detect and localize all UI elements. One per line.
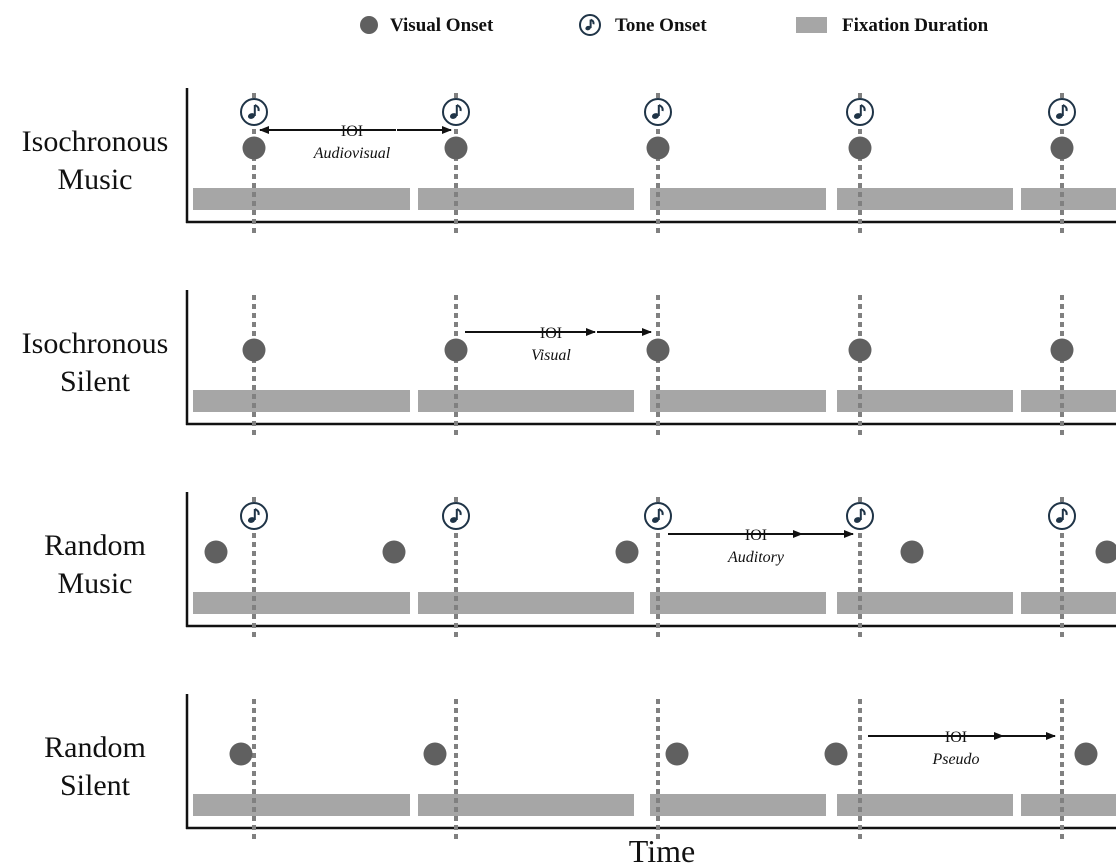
visual-onset-dot: [204, 540, 228, 564]
visual-onset-dot: [444, 338, 468, 362]
visual-onset-dot: [1095, 540, 1116, 564]
music-note-icon: [1048, 502, 1076, 530]
gray-bar-icon: [796, 17, 827, 33]
fixation-duration-bar: [650, 592, 826, 614]
music-note-icon: [644, 502, 672, 530]
visual-onset-dot: [665, 742, 689, 766]
visual-onset-dot: [242, 136, 266, 160]
filled-circle-icon: [360, 16, 378, 34]
fixation-duration-bar: [418, 390, 634, 412]
legend-label: Fixation Duration: [842, 15, 989, 36]
music-note-icon: [240, 502, 268, 530]
ioi-label: IOI: [341, 123, 363, 140]
music-note-icon: [240, 98, 268, 126]
visual-onset-dot: [444, 136, 468, 160]
condition-panels: IsochronousMusicIOIAudiovisualIsochronou…: [22, 88, 1116, 840]
music-note-icon: [846, 502, 874, 530]
visual-onset-dot: [848, 136, 872, 160]
visual-onset-dot: [1050, 338, 1074, 362]
row-label-line1: Isochronous: [22, 125, 169, 158]
fixation-duration-bar: [837, 188, 1013, 210]
fixation-duration-bar: [1021, 188, 1116, 210]
fixation-duration-bar: [193, 188, 410, 210]
legend-item-visual-onset: Visual Onset: [360, 15, 494, 36]
visual-onset-dot: [646, 136, 670, 160]
fixation-duration-bar: [837, 390, 1013, 412]
visual-onset-dot: [382, 540, 406, 564]
visual-onset-dot: [423, 742, 447, 766]
visual-onset-dot: [242, 338, 266, 362]
music-note-icon: [644, 98, 672, 126]
row-label-line2: Silent: [60, 365, 131, 398]
music-note-icon: [442, 502, 470, 530]
fixation-duration-bar: [418, 794, 634, 816]
music-note-icon: [579, 14, 601, 36]
fixation-duration-bar: [193, 592, 410, 614]
row-label-line1: Isochronous: [22, 327, 169, 360]
ioi-type-label: Visual: [531, 347, 571, 364]
x-axis-title: Time: [629, 833, 695, 865]
music-note-icon: [442, 98, 470, 126]
visual-onset-dot: [229, 742, 253, 766]
fixation-duration-bar: [837, 794, 1013, 816]
fixation-duration-bar: [193, 390, 410, 412]
legend-label: Tone Onset: [615, 15, 707, 36]
ioi-type-label: Audiovisual: [313, 145, 391, 162]
row-label-line2: Music: [58, 163, 133, 196]
ioi-label: IOI: [540, 325, 562, 342]
row-label-line1: Random: [44, 529, 146, 562]
fixation-duration-bar: [1021, 390, 1116, 412]
row-label-line2: Silent: [60, 769, 131, 802]
ioi-type-label: Auditory: [727, 549, 785, 566]
fixation-duration-bar: [837, 592, 1013, 614]
fixation-duration-bar: [193, 794, 410, 816]
music-note-icon: [1048, 98, 1076, 126]
fixation-duration-bar: [418, 188, 634, 210]
music-note-icon: [846, 98, 874, 126]
condition-panel: Isochronous Silent IOI Visual: [22, 290, 1116, 436]
visual-onset-dot: [824, 742, 848, 766]
visual-onset-dot: [900, 540, 924, 564]
ioi-type-label: Pseudo: [931, 751, 979, 768]
fixation-duration-bar: [650, 188, 826, 210]
condition-panel: Random Music IOI Auditory: [44, 492, 1116, 638]
visual-onset-dot: [848, 338, 872, 362]
visual-onset-dot: [1074, 742, 1098, 766]
fixation-duration-bar: [650, 794, 826, 816]
legend-label: Visual Onset: [390, 15, 494, 36]
ioi-label: IOI: [745, 527, 767, 544]
condition-panel: Isochronous Music IOI Audiovisual: [22, 88, 1116, 234]
fixation-duration-bar: [1021, 794, 1116, 816]
legend: Visual Onset Tone Onset Fixation Duratio…: [360, 14, 989, 36]
row-label-line2: Music: [58, 567, 133, 600]
fixation-duration-bar: [1021, 592, 1116, 614]
legend-item-fixation-duration: Fixation Duration: [796, 15, 989, 36]
legend-item-tone-onset: Tone Onset: [579, 14, 707, 36]
ioi-label: IOI: [945, 729, 967, 746]
fixation-duration-bar: [650, 390, 826, 412]
visual-onset-dot: [1050, 136, 1074, 160]
row-label-line1: Random: [44, 731, 146, 764]
visual-onset-dot: [646, 338, 670, 362]
visual-onset-dot: [615, 540, 639, 564]
condition-panel: Random Silent IOI Pseudo: [44, 694, 1116, 840]
fixation-duration-bar: [418, 592, 634, 614]
